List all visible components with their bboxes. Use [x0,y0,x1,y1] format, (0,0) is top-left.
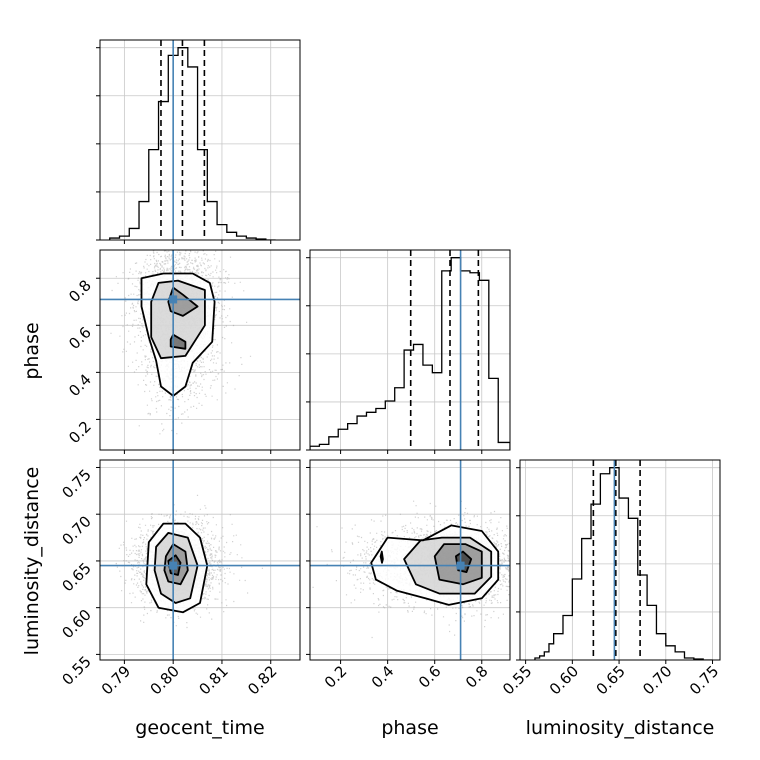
x-tick-label: 0.81 [195,662,231,698]
contour-line [403,536,493,595]
y-tick-label: 0.60 [58,606,94,642]
x-tick-label: 0.2 [321,662,351,692]
y-tick-label: 0.65 [58,559,94,595]
y-tick-label: 0.70 [58,512,94,548]
y-axis-title-luminosity-distance: luminosity_distance [21,467,43,656]
y-tick-label: 0.4 [65,370,95,400]
panel-luminosity_distance_vs_geocent_time [100,460,300,660]
x-tick-label: 0.70 [639,662,675,698]
histogram-group [534,460,713,660]
panel-phase_vs_geocent_time [100,250,300,450]
x-tick-label: 0.55 [499,662,535,698]
frame-hist-luminosity_distance [519,459,721,661]
x-tick-label: 0.82 [244,662,280,698]
y-tick-label: 0.2 [65,418,95,448]
x-tick-label: 0.8 [462,662,492,692]
x-axis-title-geocent-time: geocent_time [135,717,264,739]
x-tick-label: 0.65 [593,662,629,698]
contour-line [150,279,206,360]
panel-luminosity_distance_vs_phase [310,460,510,660]
x-tick-label: 0.79 [98,662,134,698]
x-axis-title-luminosity-distance: luminosity_distance [526,717,715,739]
frame-hist-phase [309,249,511,451]
contour-line [379,550,384,564]
y-tick-label: 0.6 [65,323,95,353]
density-level [168,287,198,316]
truth-marker [169,561,178,570]
x-tick-label: 0.4 [368,662,398,692]
frame-hist-geocent_time [99,39,301,241]
truth-marker [456,561,465,570]
histogram-group [310,250,510,450]
density-level [170,334,186,349]
frame-luminosity_distance_vs_geocent_time [99,459,301,661]
x-tick-label: 0.80 [147,662,183,698]
x-tick-label: 0.75 [686,662,722,698]
contour-line [140,272,216,397]
y-tick-label: 0.8 [65,276,95,306]
histogram-step-luminosity_distance [534,467,713,660]
frame-luminosity_distance_vs_phase [309,459,511,661]
y-tick-label: 0.75 [58,466,94,502]
contour-line [145,522,209,614]
contour-line [163,543,189,586]
histogram-step-geocent_time [109,47,276,240]
x-tick-label: 0.60 [546,662,582,698]
histogram-group [109,40,276,240]
y-axis-title-phase: phase [21,322,43,379]
contour-line [153,532,199,604]
contour-line [433,543,483,586]
contour-line [167,554,182,576]
x-axis-title-phase: phase [381,717,438,739]
truth-marker [169,295,178,304]
frame-phase_vs_geocent_time [99,249,301,451]
y-tick-label: 0.55 [58,652,94,688]
x-tick-label: 0.6 [415,662,445,692]
